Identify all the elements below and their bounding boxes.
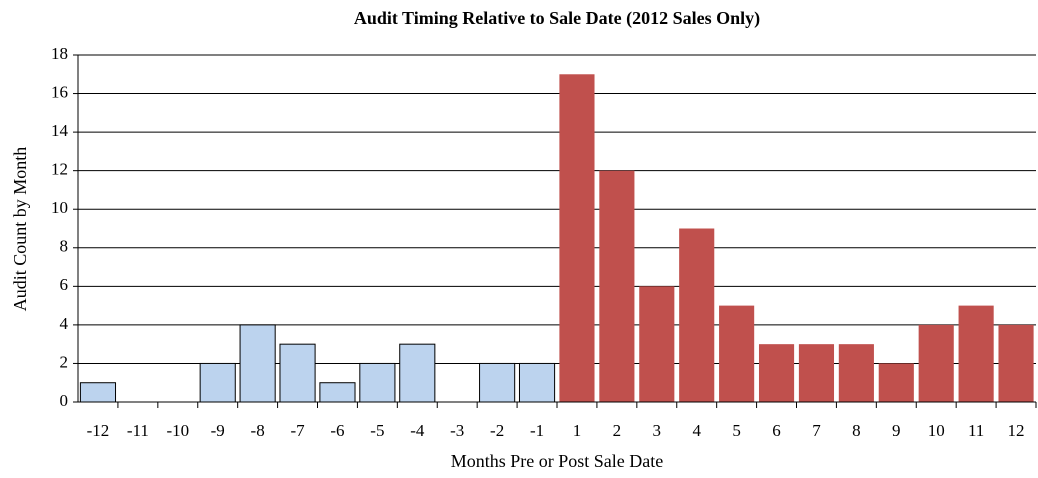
bar	[359, 362, 396, 403]
bar	[319, 382, 356, 403]
y-tick-label: 2	[60, 352, 69, 371]
x-tick-label: 10	[928, 421, 945, 440]
x-tick-label: 5	[732, 421, 741, 440]
bar	[798, 344, 835, 402]
x-tick-label: 7	[812, 421, 821, 440]
x-tick-label: 9	[892, 421, 901, 440]
y-tick-label: 16	[51, 82, 68, 101]
x-tick-label: -6	[330, 421, 344, 440]
y-tick-label: 12	[51, 160, 68, 179]
bar	[639, 286, 675, 402]
bar	[79, 382, 117, 403]
y-tick-label: 14	[51, 121, 69, 140]
x-tick-label: 6	[772, 421, 781, 440]
x-tick-label: 12	[1008, 421, 1025, 440]
x-tick-label: -2	[490, 421, 504, 440]
y-tick-label: 18	[51, 44, 68, 63]
bar	[719, 305, 755, 402]
x-tick-label: 11	[968, 421, 984, 440]
y-axis-label: Audit Count by Month	[10, 147, 30, 312]
bar	[998, 324, 1034, 402]
chart-title: Audit Timing Relative to Sale Date (2012…	[354, 8, 760, 29]
x-tick-label: -7	[290, 421, 305, 440]
bar	[559, 74, 595, 403]
bar	[199, 362, 236, 403]
y-tick-label: 4	[60, 314, 69, 333]
x-tick-label: -12	[87, 421, 110, 440]
x-tick-label: -11	[127, 421, 149, 440]
bar	[758, 344, 795, 402]
x-tick-label: -8	[251, 421, 265, 440]
x-tick-label: -3	[450, 421, 464, 440]
x-tick-label: 2	[613, 421, 622, 440]
x-tick-label: -9	[211, 421, 225, 440]
y-tick-label: 10	[51, 198, 68, 217]
x-axis-label: Months Pre or Post Sale Date	[451, 451, 663, 471]
x-tick-label: -4	[410, 421, 425, 440]
bar	[838, 344, 874, 402]
bar	[518, 362, 556, 403]
bar	[479, 362, 516, 403]
bar	[679, 228, 715, 402]
bar	[239, 324, 276, 403]
y-tick-label: 8	[60, 237, 69, 256]
x-tick-label: -10	[166, 421, 189, 440]
x-tick-label: -5	[370, 421, 384, 440]
x-tick-label: 3	[653, 421, 662, 440]
y-tick-label: 0	[60, 391, 69, 410]
bar	[918, 324, 954, 402]
x-tick-label: 1	[573, 421, 582, 440]
x-tick-label: 8	[852, 421, 861, 440]
bar	[279, 343, 316, 403]
bar	[958, 305, 994, 402]
x-tick-label: -1	[530, 421, 544, 440]
bar	[878, 363, 914, 402]
y-tick-label: 6	[60, 275, 69, 294]
x-tick-label: 4	[692, 421, 701, 440]
bar	[399, 343, 436, 403]
bar	[599, 170, 635, 402]
